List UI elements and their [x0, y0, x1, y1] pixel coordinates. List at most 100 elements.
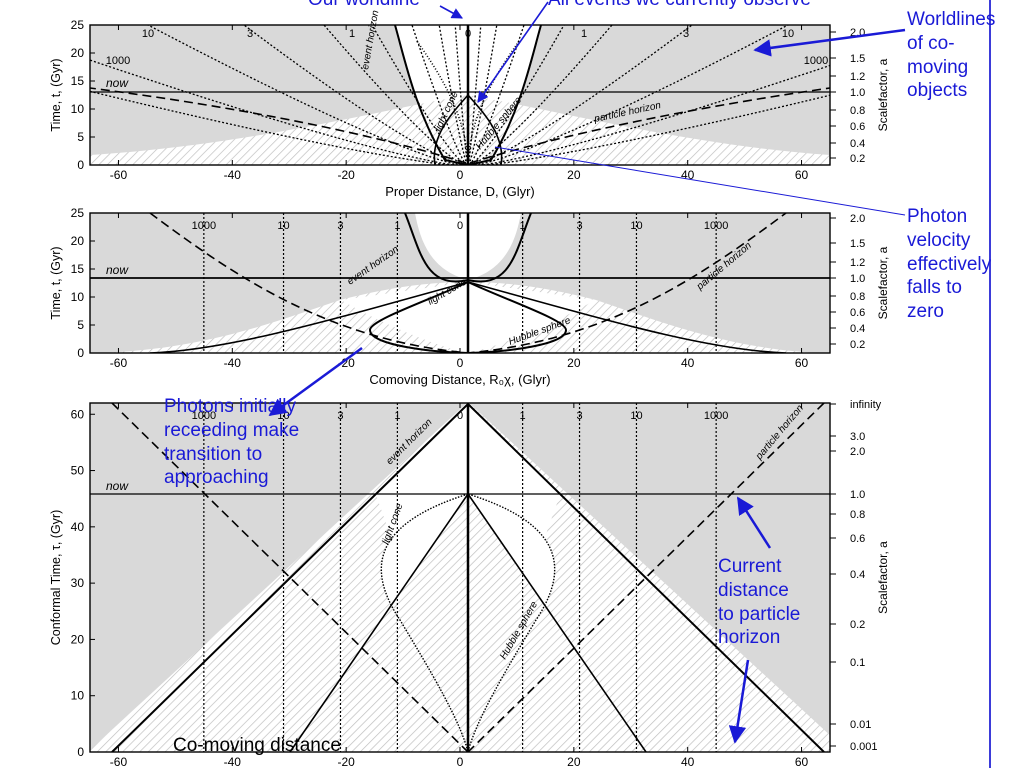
x-tick-label: -20: [337, 356, 355, 370]
worldline-number: 3: [576, 410, 582, 422]
scalefactor-axis-label: Scalefactor, a: [876, 541, 890, 614]
worldline-number: 10: [277, 220, 289, 232]
y-tick-label: 10: [71, 290, 85, 304]
worldline-number: 3: [247, 28, 253, 40]
worldline-number: 3: [337, 410, 343, 422]
comoving-worldline: [411, 25, 467, 165]
conformal-time-panel: [89, 402, 831, 753]
x-tick-label: 0: [457, 356, 464, 370]
annotation-arrows: [268, 1, 906, 744]
worldline-number: 1: [581, 28, 587, 40]
worldline-number: 1000: [704, 220, 728, 232]
scalefactor-tick-label: 0.4: [850, 323, 865, 335]
x-tick-label: 40: [681, 755, 695, 768]
x-tick-label: -60: [110, 755, 128, 768]
scalefactor-tick-label: 1.5: [850, 53, 865, 65]
worldline-number: 1000: [804, 55, 828, 67]
proper-distance-panel: [89, 24, 831, 166]
x-tick-label: -20: [337, 168, 355, 182]
x-tick-label: -20: [337, 755, 355, 768]
scalefactor-tick-label: 0.01: [850, 719, 871, 731]
particle-horizon-region: [90, 95, 830, 165]
worldline-number: 1000: [192, 220, 216, 232]
our-worldline-note: Our worldline: [308, 0, 420, 12]
x-axis-label: Comoving Distance, R₀χ, (Glyr): [369, 372, 550, 387]
y-axis-label: Conformal Time, τ, (Gyr): [49, 510, 63, 646]
worldline-number: 3: [576, 220, 582, 232]
worldline-number: 1: [349, 28, 355, 40]
comoving-worldline: [472, 25, 613, 165]
scalefactor-tick-label: 0.6: [850, 121, 865, 133]
y-tick-label: 10: [71, 689, 85, 703]
worldline-number: 10: [630, 410, 642, 422]
x-tick-label: 20: [567, 356, 581, 370]
y-tick-label: 25: [71, 206, 85, 220]
comoving-worldline: [477, 25, 789, 165]
worldline-number: 10: [142, 28, 154, 40]
scalefactor-tick-label: 0.2: [850, 619, 865, 631]
scalefactor-tick-label: infinity: [850, 399, 882, 411]
light-cone-curve: [433, 94, 503, 165]
x-tick-label: 40: [681, 356, 695, 370]
worldlines-note: Worldlines of co- moving objects: [907, 9, 996, 102]
y-tick-label: 60: [71, 407, 85, 421]
worldline-number: 1000: [106, 55, 130, 67]
y-tick-label: 15: [71, 74, 85, 88]
comoving-worldline: [371, 25, 466, 165]
worldline-number: 1: [520, 220, 526, 232]
y-tick-label: 50: [71, 464, 85, 478]
scalefactor-tick-label: 0.6: [850, 307, 865, 319]
comoving-worldline: [438, 25, 468, 165]
worldline-number: 10: [630, 220, 642, 232]
scalefactor-tick-label: 0.8: [850, 509, 865, 521]
y-tick-label: 40: [71, 520, 85, 534]
comoving-worldline: [323, 25, 464, 165]
x-tick-label: 20: [567, 755, 581, 768]
worldline-number: 10: [782, 28, 794, 40]
y-tick-label: 30: [71, 576, 85, 590]
now-label: now: [106, 479, 129, 493]
x-tick-label: -60: [110, 356, 128, 370]
scalefactor-tick-label: 2.0: [850, 446, 865, 458]
x-tick-label: 60: [795, 356, 809, 370]
x-tick-label: 20: [567, 168, 581, 182]
x-tick-label: -60: [110, 168, 128, 182]
worldline-number: 3: [683, 28, 689, 40]
comoving-worldline: [90, 90, 449, 165]
comoving-worldline: [474, 25, 693, 165]
x-tick-label: -40: [224, 356, 242, 370]
comoving-worldline: [469, 25, 525, 165]
x-tick-label: 60: [795, 168, 809, 182]
scalefactor-tick-label: 1.0: [850, 273, 865, 285]
y-tick-label: 10: [71, 102, 85, 116]
now-label: now: [106, 76, 129, 90]
worldline-number: 1: [394, 410, 400, 422]
scalefactor-tick-label: 0.2: [850, 339, 865, 351]
now-label: now: [106, 263, 129, 277]
scalefactor-tick-label: 0.2: [850, 153, 865, 165]
y-tick-label: 0: [77, 745, 84, 759]
photon-velocity-note: Photon velocity effectively falls to zer…: [907, 206, 992, 322]
scalefactor-tick-label: 1.0: [850, 489, 865, 501]
scalefactor-tick-label: 0.001: [850, 741, 878, 753]
x-tick-label: 60: [795, 755, 809, 768]
worldline-number: 0: [457, 220, 463, 232]
scalefactor-axis-label: Scalefactor, a: [876, 58, 890, 131]
comoving-worldline: [243, 25, 462, 165]
scalefactor-tick-label: 0.4: [850, 138, 865, 150]
comoving-distance-panel: [89, 212, 831, 354]
y-tick-label: 25: [71, 18, 85, 32]
y-tick-label: 5: [77, 318, 84, 332]
comoving-worldline: [470, 25, 565, 165]
scalefactor-tick-label: 0.6: [850, 533, 865, 545]
current-distance-note: Current distance to particle horizon: [718, 556, 801, 649]
scalefactor-tick-label: 1.2: [850, 257, 865, 269]
scalefactor-tick-label: 0.8: [850, 291, 865, 303]
photons-initially-note: Photons initially receeding make transit…: [164, 396, 300, 489]
worldline-number: 1000: [192, 410, 216, 422]
all-events-note: All events we currently observe: [548, 0, 811, 12]
worldline-number: 3: [337, 220, 343, 232]
scalefactor-tick-label: 1.0: [850, 87, 865, 99]
worldline-number: 1: [520, 410, 526, 422]
